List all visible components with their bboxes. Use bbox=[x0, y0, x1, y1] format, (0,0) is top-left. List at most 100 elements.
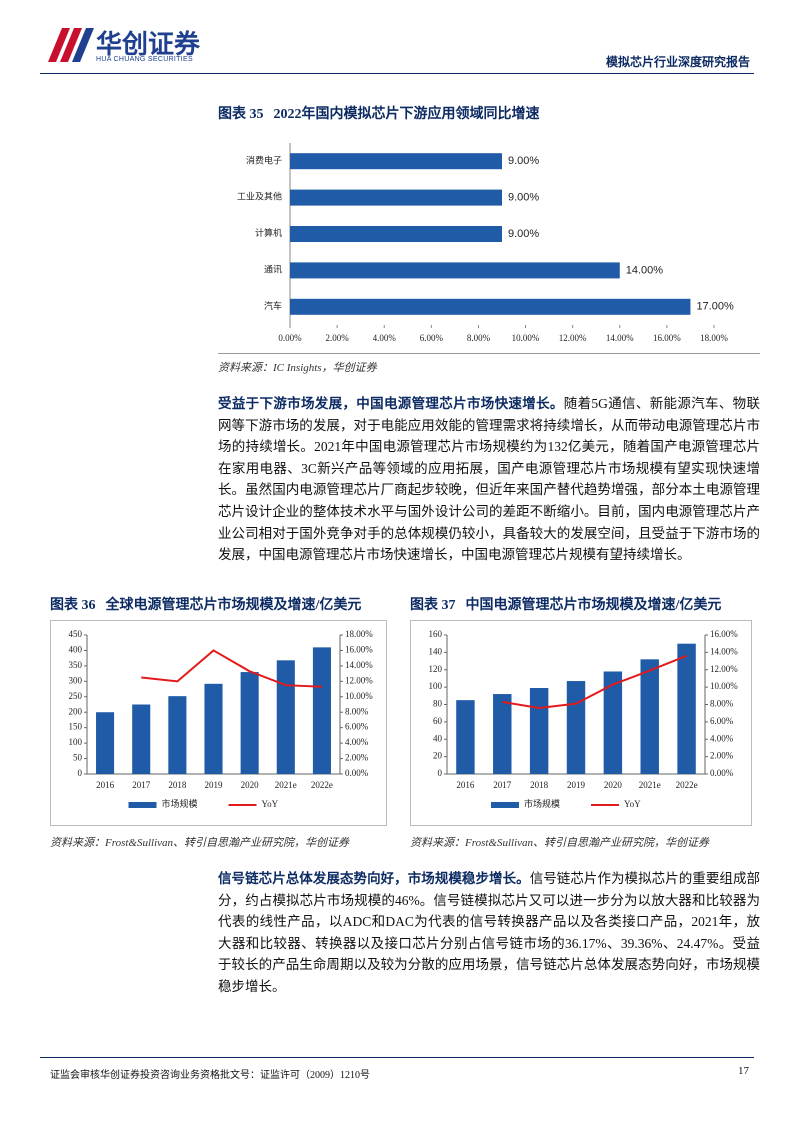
x-tick-label: 0.00% bbox=[278, 333, 302, 343]
y2-tick-label: 8.00% bbox=[710, 699, 734, 709]
x-tick-label: 2021e bbox=[275, 780, 297, 790]
source: 资料来源：IC Insights，华创证券 bbox=[218, 362, 377, 374]
bar bbox=[566, 681, 586, 774]
legend-label: YoY bbox=[262, 799, 279, 809]
y2-tick-label: 18.00% bbox=[345, 629, 373, 639]
y2-tick-label: 0.00% bbox=[345, 768, 369, 778]
figure-label: 图表 37 bbox=[410, 598, 456, 613]
bar bbox=[276, 660, 295, 774]
y2-tick-label: 4.00% bbox=[710, 733, 734, 743]
bar bbox=[290, 189, 502, 206]
report-title: 模拟芯片行业深度研究报告 bbox=[605, 55, 750, 69]
y-tick-label: 消费电子 bbox=[246, 154, 282, 165]
y-tick-label: 计算机 bbox=[255, 227, 282, 238]
bar bbox=[290, 298, 691, 315]
y-tick-label: 60 bbox=[433, 716, 443, 726]
legend-label: YoY bbox=[624, 799, 641, 809]
y2-tick-label: 6.00% bbox=[345, 722, 369, 732]
y-tick-label: 300 bbox=[69, 675, 83, 685]
bar bbox=[290, 226, 502, 242]
legend-swatch bbox=[128, 802, 157, 808]
paragraph: 信号链芯片总体发展态势向好，市场规模稳步增长。信号链芯片作为模拟芯片的重要组成部… bbox=[218, 868, 760, 998]
y2-tick-label: 4.00% bbox=[345, 737, 369, 747]
y-tick-label: 50 bbox=[73, 753, 83, 763]
paragraph-lead: 信号链芯片总体发展态势向好，市场规模稳步增长。 bbox=[218, 871, 530, 886]
figure-label: 图表 36 bbox=[50, 598, 96, 613]
x-tick-label: 10.00% bbox=[512, 333, 540, 343]
figure-title: 图表 37 中国电源管理芯片市场规模及增速/亿美元 bbox=[410, 594, 721, 614]
y2-tick-label: 8.00% bbox=[345, 706, 369, 716]
figure-caption: 全球电源管理芯片市场规模及增速/亿美元 bbox=[105, 598, 362, 613]
legend-swatch bbox=[491, 802, 519, 808]
y-tick-label: 250 bbox=[69, 691, 83, 701]
x-tick-label: 2019 bbox=[205, 780, 224, 790]
x-tick-label: 2019 bbox=[567, 780, 586, 790]
paragraph-lead: 受益于下游市场发展，中国电源管理芯片市场快速增长。 bbox=[218, 396, 564, 411]
y2-tick-label: 0.00% bbox=[710, 768, 734, 778]
x-tick-label: 2018 bbox=[530, 780, 549, 790]
y2-tick-label: 6.00% bbox=[710, 716, 734, 726]
line bbox=[502, 654, 687, 709]
bar bbox=[677, 643, 696, 774]
y-tick-label: 450 bbox=[69, 629, 83, 639]
x-tick-label: 2021e bbox=[639, 780, 661, 790]
bar bbox=[529, 687, 549, 774]
x-tick-label: 4.00% bbox=[373, 333, 397, 343]
y-tick-label: 160 bbox=[429, 629, 443, 639]
x-tick-label: 12.00% bbox=[559, 333, 587, 343]
y-tick-label: 200 bbox=[69, 706, 83, 716]
line bbox=[141, 649, 322, 688]
bar bbox=[603, 671, 623, 774]
y2-tick-label: 14.00% bbox=[710, 646, 738, 656]
source-rule bbox=[218, 353, 760, 354]
y2-tick-label: 12.00% bbox=[345, 675, 373, 685]
y2-tick-label: 10.00% bbox=[710, 681, 738, 691]
figure-caption: 中国电源管理芯片市场规模及增速/亿美元 bbox=[465, 598, 722, 613]
bar bbox=[240, 672, 259, 774]
x-tick-label: 2.00% bbox=[325, 333, 349, 343]
y2-tick-label: 16.00% bbox=[345, 645, 373, 655]
bar bbox=[312, 647, 331, 774]
bar bbox=[640, 659, 659, 774]
x-tick-label: 14.00% bbox=[606, 333, 634, 343]
y2-tick-label: 10.00% bbox=[345, 691, 373, 701]
figure-title: 图表 36 全球电源管理芯片市场规模及增速/亿美元 bbox=[50, 594, 361, 614]
y-tick-label: 0 bbox=[438, 768, 443, 778]
x-tick-label: 2022e bbox=[676, 780, 698, 790]
paragraph-text: 信号链芯片作为模拟芯片的重要组成部分，约占模拟芯片市场规模的46%。信号链模拟芯… bbox=[218, 871, 761, 994]
x-tick-label: 6.00% bbox=[420, 333, 444, 343]
chart: 0.00% 2.00% 4.00% 6.00% 8.00% 10.00% 12.00% 14.… bbox=[237, 143, 734, 343]
figure-title: 图表 35 2022年国内模拟芯片下游应用领域同比增速 bbox=[218, 103, 540, 123]
y2-tick-label: 14.00% bbox=[345, 660, 373, 670]
y-tick-label: 0 bbox=[78, 768, 83, 778]
y-tick-label: 350 bbox=[69, 660, 83, 670]
x-tick-label: 18.00% bbox=[700, 333, 728, 343]
bar bbox=[456, 700, 475, 774]
legend-label: 市场规模 bbox=[162, 798, 198, 809]
bar bbox=[168, 696, 187, 774]
y2-tick-label: 2.00% bbox=[710, 751, 734, 761]
bar bbox=[290, 153, 502, 170]
x-tick-label: 16.00% bbox=[653, 333, 681, 343]
y-tick-label: 40 bbox=[433, 733, 443, 743]
footer-rule bbox=[40, 1057, 754, 1058]
y-tick-label: 120 bbox=[429, 664, 443, 674]
bar bbox=[96, 712, 115, 774]
value-label: 17.00% bbox=[696, 301, 734, 313]
y-tick-label: 80 bbox=[433, 699, 443, 709]
logo-icon bbox=[48, 28, 94, 62]
y2-tick-label: 16.00% bbox=[710, 629, 738, 639]
y-tick-label: 工业及其他 bbox=[237, 191, 282, 202]
x-tick-label: 2017 bbox=[493, 780, 512, 790]
bar bbox=[493, 694, 512, 774]
chart: 0 20 40 60 80 100 120 140 160 0.00% 2.00% 4.00% 6.00… bbox=[410, 620, 752, 826]
logo-subtitle: HUA CHUANG SECURITIES bbox=[96, 56, 193, 63]
logo-name: 华创证券 bbox=[96, 30, 201, 60]
bar bbox=[290, 262, 620, 279]
x-tick-label: 2016 bbox=[96, 780, 115, 790]
source: 资料来源：Frost&Sullivan、转引自思瀚产业研究院，华创证券 bbox=[50, 837, 350, 849]
y-tick-label: 100 bbox=[429, 681, 443, 691]
footer-disclaimer: 证监会审核华创证券投资咨询业务资格批文号：证监许可（2009）1210号 bbox=[50, 1070, 370, 1081]
x-tick-label: 8.00% bbox=[467, 333, 491, 343]
